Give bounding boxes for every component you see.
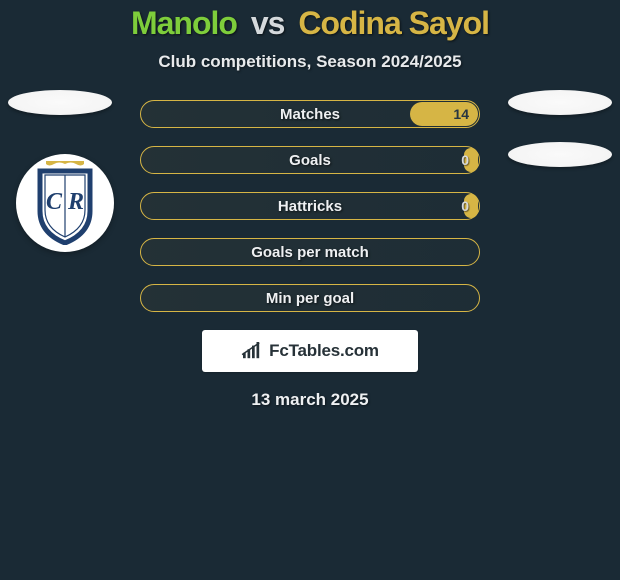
stat-value-p2: 0 — [461, 198, 469, 214]
date-label: 13 march 2025 — [0, 390, 620, 410]
content: C R Matches 14 Goals 0 Hattricks 0 Goals per m… — [0, 100, 620, 410]
vs-separator: vs — [251, 5, 285, 41]
svg-text:C: C — [46, 189, 63, 215]
stat-value-p2: 0 — [461, 152, 469, 168]
stat-label: Goals — [289, 152, 331, 169]
page-title: Manolo vs Codina Sayol — [0, 5, 620, 42]
club-badge-circle: C R — [16, 154, 114, 252]
attribution-badge: FcTables.com — [202, 330, 418, 372]
stat-bar: Matches 14 — [140, 100, 480, 128]
avatar-placeholder-icon — [508, 142, 612, 167]
stat-bar: Hattricks 0 — [140, 192, 480, 220]
svg-text:R: R — [67, 189, 84, 215]
club-shield-icon: C R — [34, 161, 96, 245]
avatar-placeholder-icon — [508, 90, 612, 115]
stat-label: Hattricks — [278, 198, 342, 215]
stat-bar: Goals per match — [140, 238, 480, 266]
stat-label: Min per goal — [266, 290, 354, 307]
player1-club-badge: C R — [16, 154, 114, 252]
stat-label: Matches — [280, 106, 340, 123]
stat-value-p2: 14 — [453, 106, 469, 122]
bar-chart-icon — [241, 342, 263, 360]
stat-bar: Goals 0 — [140, 146, 480, 174]
stat-label: Goals per match — [251, 244, 369, 261]
attribution-text: FcTables.com — [269, 341, 379, 361]
player2-club-avatar — [508, 142, 612, 167]
header: Manolo vs Codina Sayol Club competitions… — [0, 0, 620, 72]
stat-bar: Min per goal — [140, 284, 480, 312]
avatar-placeholder-icon — [8, 90, 112, 115]
player1-name: Manolo — [131, 5, 237, 41]
subtitle: Club competitions, Season 2024/2025 — [0, 52, 620, 72]
player2-avatar — [508, 90, 612, 115]
stat-rows: Matches 14 Goals 0 Hattricks 0 Goals per match… — [140, 100, 480, 312]
player1-avatar — [8, 90, 112, 115]
player2-name: Codina Sayol — [298, 5, 489, 41]
